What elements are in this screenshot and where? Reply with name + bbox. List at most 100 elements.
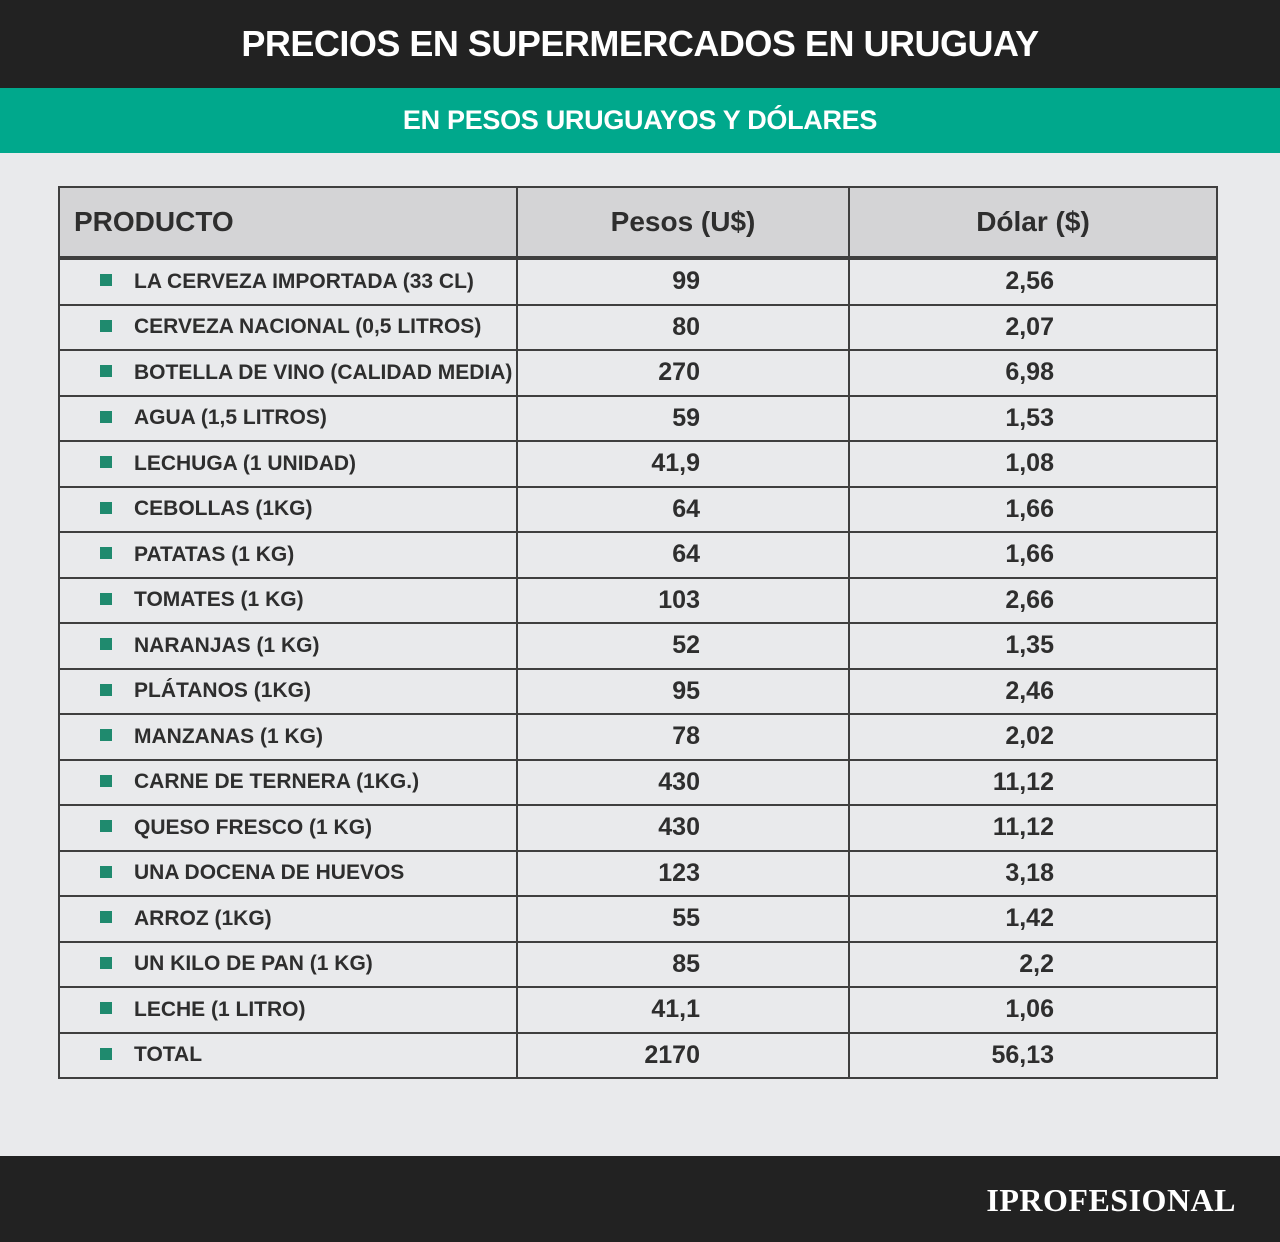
product-name: CEBOLLAS (1KG) bbox=[134, 497, 313, 521]
pesos-cell: 270 bbox=[516, 349, 850, 397]
product-cell: CARNE DE TERNERA (1KG.) bbox=[58, 758, 518, 806]
product-cell: PLÁTANOS (1KG) bbox=[58, 667, 518, 715]
dolar-cell: 2,02 bbox=[848, 713, 1218, 761]
dolar-cell: 1,35 bbox=[848, 622, 1218, 670]
pesos-cell: 41,1 bbox=[516, 986, 850, 1034]
dolar-cell: 1,66 bbox=[848, 531, 1218, 579]
product-cell: TOMATES (1 KG) bbox=[58, 576, 518, 624]
dolar-cell: 2,66 bbox=[848, 576, 1218, 624]
dolar-cell: 3,18 bbox=[848, 849, 1218, 897]
dolar-cell: 1,42 bbox=[848, 895, 1218, 943]
square-bullet-icon bbox=[100, 956, 112, 969]
subtitle-bar: EN PESOS URUGUAYOS Y DÓLARES bbox=[0, 88, 1280, 153]
table-row: LA CERVEZA IMPORTADA (33 CL) 99 2,56 bbox=[58, 257, 1218, 306]
table-row: LECHUGA (1 UNIDAD) 41,9 1,08 bbox=[58, 440, 1218, 488]
table-row: PATATAS (1 KG) 64 1,66 bbox=[58, 531, 1218, 579]
square-bullet-icon bbox=[100, 865, 112, 878]
product-name: MANZANAS (1 KG) bbox=[134, 724, 323, 748]
product-name: CARNE DE TERNERA (1KG.) bbox=[134, 770, 420, 794]
table-row: UNA DOCENA DE HUEVOS 123 3,18 bbox=[58, 849, 1218, 897]
product-cell: AGUA (1,5 LITROS) bbox=[58, 394, 518, 442]
table-row: ARROZ (1KG) 55 1,42 bbox=[58, 895, 1218, 943]
table-row: BOTELLA DE VINO (CALIDAD MEDIA) 270 6,98 bbox=[58, 349, 1218, 397]
square-bullet-icon bbox=[100, 365, 112, 378]
square-bullet-icon bbox=[100, 1002, 112, 1015]
column-header-producto: PRODUCTO bbox=[58, 186, 518, 260]
product-cell: QUESO FRESCO (1 KG) bbox=[58, 804, 518, 852]
pesos-cell: 95 bbox=[516, 667, 850, 715]
pesos-cell: 64 bbox=[516, 531, 850, 579]
square-bullet-icon bbox=[100, 638, 112, 651]
pesos-cell: 59 bbox=[516, 394, 850, 442]
square-bullet-icon bbox=[100, 274, 112, 287]
square-bullet-icon bbox=[100, 820, 112, 833]
product-cell: CERVEZA NACIONAL (0,5 LITROS) bbox=[58, 303, 518, 351]
product-cell: LECHUGA (1 UNIDAD) bbox=[58, 440, 518, 488]
dolar-cell: 2,07 bbox=[848, 303, 1218, 351]
pesos-cell: 55 bbox=[516, 895, 850, 943]
product-cell: MANZANAS (1 KG) bbox=[58, 713, 518, 761]
square-bullet-icon bbox=[100, 911, 112, 924]
dolar-cell: 1,06 bbox=[848, 986, 1218, 1034]
square-bullet-icon bbox=[100, 774, 112, 787]
pesos-cell: 52 bbox=[516, 622, 850, 670]
product-name: BOTELLA DE VINO (CALIDAD MEDIA) bbox=[134, 360, 513, 384]
product-name: QUESO FRESCO (1 KG) bbox=[134, 815, 373, 839]
product-name: LA CERVEZA IMPORTADA (33 CL) bbox=[134, 269, 474, 293]
dolar-cell: 2,2 bbox=[848, 940, 1218, 988]
table-row: PLÁTANOS (1KG) 95 2,46 bbox=[58, 667, 1218, 715]
product-cell: CEBOLLAS (1KG) bbox=[58, 485, 518, 533]
product-cell: LA CERVEZA IMPORTADA (33 CL) bbox=[58, 257, 518, 306]
product-name: UNA DOCENA DE HUEVOS bbox=[134, 861, 405, 885]
pesos-cell: 2170 bbox=[516, 1031, 850, 1079]
pesos-cell: 99 bbox=[516, 257, 850, 306]
table-row: UN KILO DE PAN (1 KG) 85 2,2 bbox=[58, 940, 1218, 988]
dolar-cell: 56,13 bbox=[848, 1031, 1218, 1079]
pesos-cell: 123 bbox=[516, 849, 850, 897]
dolar-cell: 1,08 bbox=[848, 440, 1218, 488]
dolar-cell: 1,53 bbox=[848, 394, 1218, 442]
price-table-container: PRODUCTO Pesos (U$) Dólar ($) LA CERVEZA… bbox=[58, 186, 1218, 1079]
square-bullet-icon bbox=[100, 729, 112, 742]
page-subtitle: EN PESOS URUGUAYOS Y DÓLARES bbox=[402, 105, 878, 135]
square-bullet-icon bbox=[100, 592, 112, 605]
page-title: PRECIOS EN SUPERMERCADOS EN URUGUAY bbox=[241, 23, 1039, 64]
dolar-cell: 6,98 bbox=[848, 349, 1218, 397]
iprofesional-logo: IPROFESIONAL bbox=[986, 1182, 1236, 1218]
table-row: LECHE (1 LITRO) 41,1 1,06 bbox=[58, 986, 1218, 1034]
product-cell: BOTELLA DE VINO (CALIDAD MEDIA) bbox=[58, 349, 518, 397]
price-table: PRODUCTO Pesos (U$) Dólar ($) LA CERVEZA… bbox=[58, 186, 1218, 1079]
dolar-cell: 2,56 bbox=[848, 257, 1218, 306]
product-name: CERVEZA NACIONAL (0,5 LITROS) bbox=[134, 315, 482, 339]
table-row: MANZANAS (1 KG) 78 2,02 bbox=[58, 713, 1218, 761]
square-bullet-icon bbox=[100, 547, 112, 560]
product-name: LECHUGA (1 UNIDAD) bbox=[134, 451, 357, 475]
table-row: CERVEZA NACIONAL (0,5 LITROS) 80 2,07 bbox=[58, 303, 1218, 351]
table-row: QUESO FRESCO (1 KG) 430 11,12 bbox=[58, 804, 1218, 852]
pesos-cell: 80 bbox=[516, 303, 850, 351]
product-name: LECHE (1 LITRO) bbox=[134, 997, 306, 1021]
pesos-cell: 78 bbox=[516, 713, 850, 761]
dolar-cell: 11,12 bbox=[848, 758, 1218, 806]
product-cell: ARROZ (1KG) bbox=[58, 895, 518, 943]
table-row: CARNE DE TERNERA (1KG.) 430 11,12 bbox=[58, 758, 1218, 806]
product-name: TOTAL bbox=[134, 1043, 203, 1067]
dolar-cell: 2,46 bbox=[848, 667, 1218, 715]
column-header-pesos: Pesos (U$) bbox=[516, 186, 850, 260]
table-row: CEBOLLAS (1KG) 64 1,66 bbox=[58, 485, 1218, 533]
title-bar: PRECIOS EN SUPERMERCADOS EN URUGUAY bbox=[0, 0, 1280, 88]
product-name: AGUA (1,5 LITROS) bbox=[134, 406, 327, 430]
square-bullet-icon bbox=[100, 319, 112, 332]
product-name: PATATAS (1 KG) bbox=[134, 542, 295, 566]
table-header-row: PRODUCTO Pesos (U$) Dólar ($) bbox=[58, 186, 1218, 260]
square-bullet-icon bbox=[100, 1047, 112, 1060]
square-bullet-icon bbox=[100, 456, 112, 469]
pesos-cell: 103 bbox=[516, 576, 850, 624]
table-row: TOTAL 2170 56,13 bbox=[58, 1031, 1218, 1079]
table-row: TOMATES (1 KG) 103 2,66 bbox=[58, 576, 1218, 624]
pesos-cell: 430 bbox=[516, 804, 850, 852]
product-cell: UNA DOCENA DE HUEVOS bbox=[58, 849, 518, 897]
product-cell: NARANJAS (1 KG) bbox=[58, 622, 518, 670]
table-row: AGUA (1,5 LITROS) 59 1,53 bbox=[58, 394, 1218, 442]
column-header-dolar: Dólar ($) bbox=[848, 186, 1218, 260]
